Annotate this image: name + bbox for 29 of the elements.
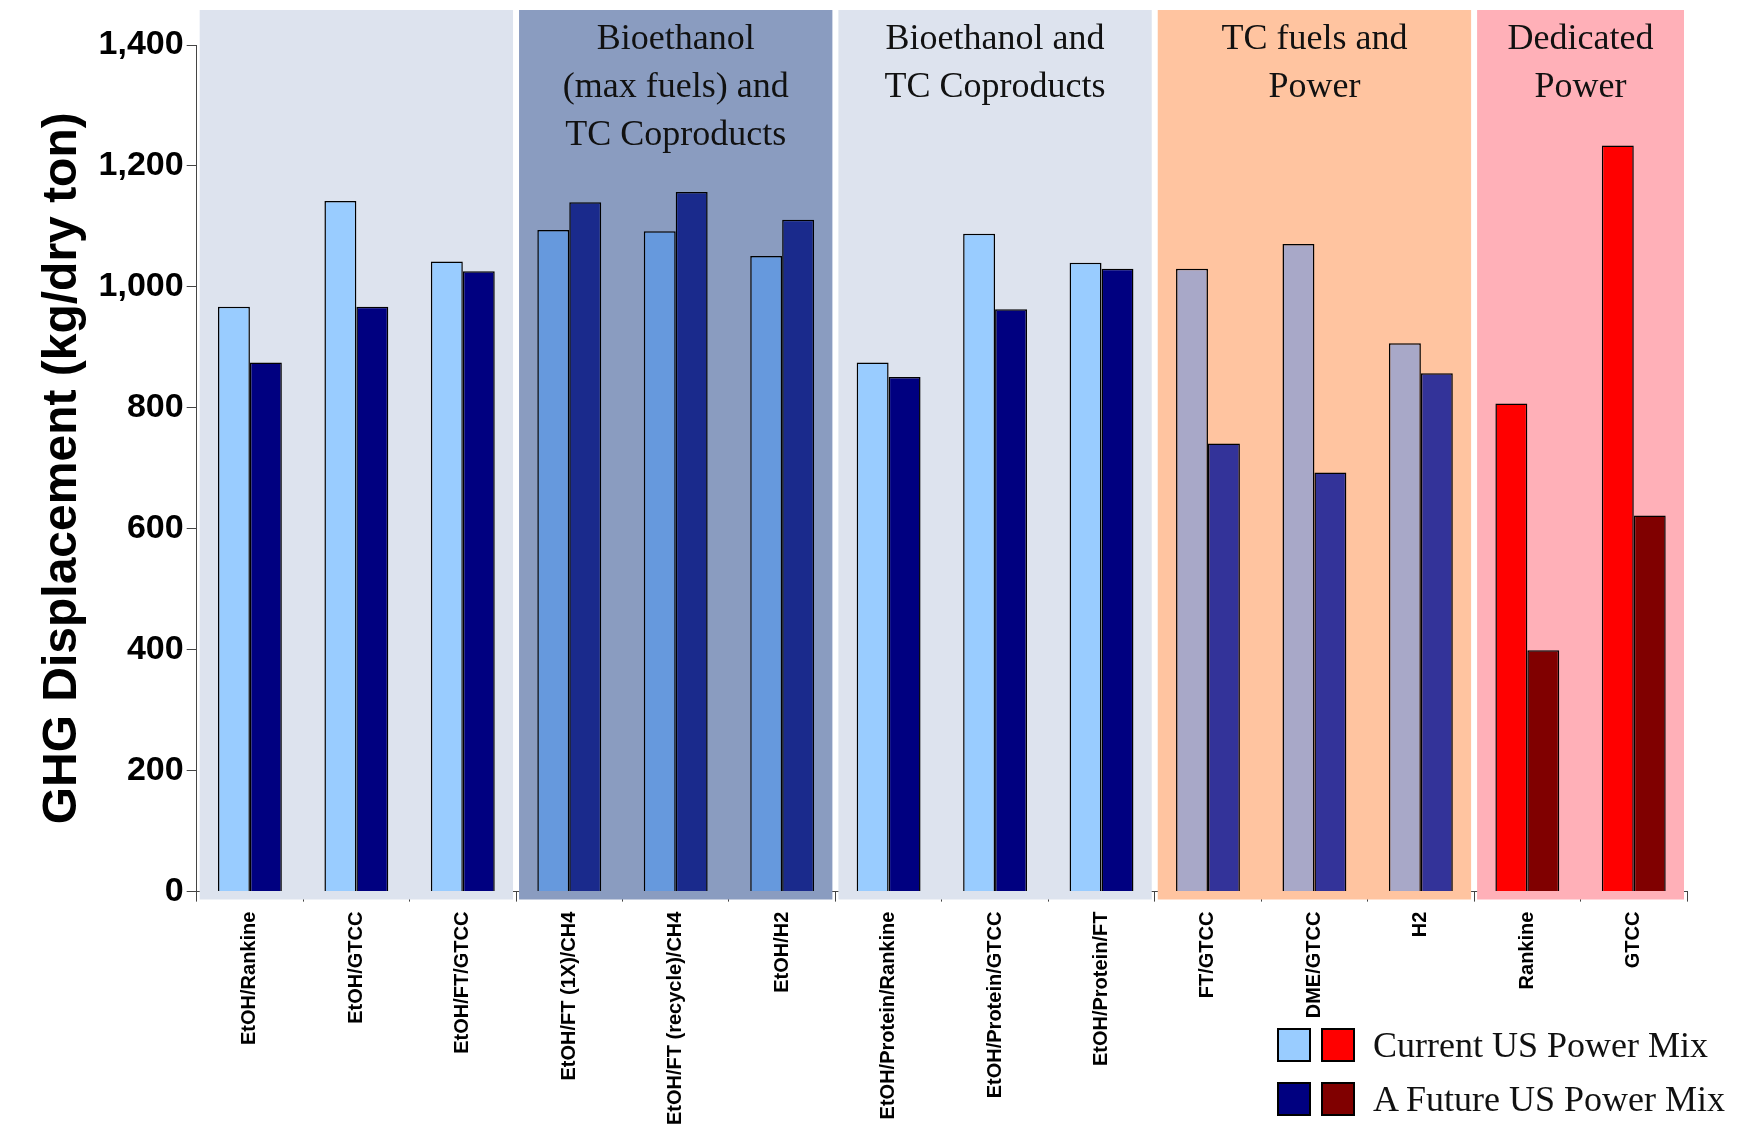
x-tick-label: EtOH/Rankine	[237, 911, 260, 1045]
x-tick-label: EtOH/GTCC	[343, 911, 366, 1024]
band-label: Dedicated Power	[1507, 17, 1654, 106]
x-tick-label: DME/GTCC	[1301, 911, 1324, 1019]
x-tick-label: FT/GTCC	[1195, 911, 1218, 999]
x-tick-label: GTCC	[1621, 911, 1644, 969]
band-label: Bioethanol and TC Coproducts	[884, 17, 1106, 106]
y-tick-label: 1,400	[98, 23, 184, 62]
x-tick-label: EtOH/Protein/FT	[1089, 911, 1112, 1067]
x-tick-label: EtOH/Protein/GTCC	[982, 911, 1005, 1099]
x-tick-label: EtOH/FT/GTCC	[450, 911, 473, 1054]
y-tick-label: 400	[126, 628, 184, 667]
y-tick-label: 600	[126, 507, 184, 546]
x-tick-label: Rankine	[1514, 911, 1537, 990]
band-label: TC fuels and Power	[1221, 17, 1408, 106]
x-tick-label: H2	[1408, 911, 1431, 938]
x-tick-label: EtOH/FT (recycle)/CH4	[663, 910, 686, 1125]
y-tick-label: 800	[126, 386, 184, 425]
x-tick-label: EtOH/FT (1X)/CH4	[556, 910, 579, 1081]
y-tick-label: 200	[126, 749, 184, 788]
band-label: Bioethanol (max fuels) and TC Coproducts	[562, 17, 789, 154]
legend-label: Current US Power Mix	[1372, 1024, 1708, 1066]
y-tick-label: 1,200	[98, 144, 184, 183]
y-axis-title: GHG Displacement (kg/dry ton)	[33, 112, 87, 825]
y-tick-label: 1,000	[98, 265, 184, 304]
legend-label: A Future US Power Mix	[1372, 1078, 1725, 1120]
x-tick-label: EtOH/H2	[769, 911, 792, 993]
y-tick-label: 0	[164, 869, 184, 908]
x-tick-label: EtOH/Protein/Rankine	[876, 911, 899, 1120]
